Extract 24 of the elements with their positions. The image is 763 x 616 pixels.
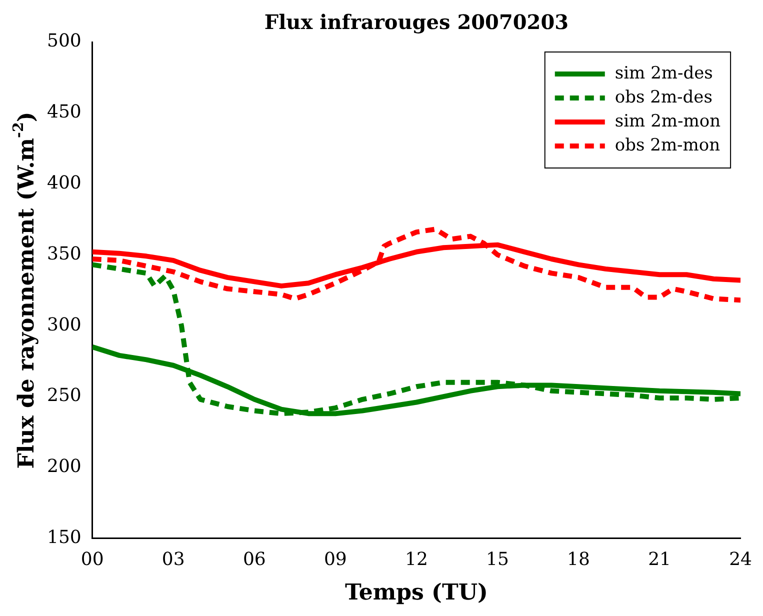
y-tick-label: 500: [46, 30, 82, 52]
x-tick-label: 24: [729, 548, 752, 570]
legend-label: obs 2m-mon: [614, 135, 720, 156]
x-tick-label: 12: [405, 548, 428, 570]
y-tick-label: 300: [46, 314, 82, 336]
x-tick-label: 09: [324, 548, 347, 570]
chart-title: Flux infrarouges 20070203: [264, 10, 569, 34]
y-tick-label: 350: [46, 243, 82, 264]
y-tick-label: 150: [46, 527, 82, 548]
legend-label: sim 2m-des: [614, 63, 713, 84]
y-tick-label: 450: [46, 102, 82, 123]
x-tick-label: 00: [80, 548, 104, 570]
x-tick-label: 18: [567, 548, 590, 570]
x-tick-label: 21: [648, 548, 671, 570]
x-tick-label: 03: [162, 548, 185, 570]
legend-label: sim 2m-mon: [614, 111, 721, 132]
x-axis-title: Temps (TU): [344, 580, 488, 606]
legend-label: obs 2m-des: [614, 87, 712, 108]
y-tick-label: 400: [46, 172, 82, 194]
y-axis-title: Flux de rayonnement (W.m-2): [10, 112, 40, 469]
y-tick-label: 250: [46, 385, 82, 406]
y-tick-label: 200: [46, 456, 82, 478]
x-tick-label: 06: [242, 548, 266, 570]
x-tick-label: 15: [486, 548, 509, 570]
